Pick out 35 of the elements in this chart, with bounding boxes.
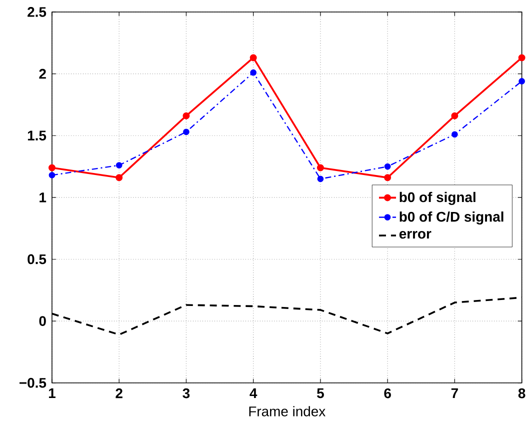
x-tick-label: 1 xyxy=(48,388,56,398)
point xyxy=(250,54,257,62)
point xyxy=(452,131,458,138)
x-tick-label: 5 xyxy=(317,388,324,398)
point xyxy=(451,112,458,120)
point xyxy=(384,174,392,182)
legend-label: error xyxy=(399,231,432,239)
point xyxy=(48,164,56,172)
y-tick-label: 1 xyxy=(40,192,46,202)
legend-label: b0 of signal xyxy=(400,192,476,206)
y-tick-label: −0.5 xyxy=(20,378,46,388)
x-tick-label: 7 xyxy=(451,388,458,398)
x-tick-label: 4 xyxy=(250,388,258,398)
point xyxy=(183,128,190,136)
point xyxy=(116,162,122,169)
legend-label: b0 of C/D signal xyxy=(400,212,504,225)
point xyxy=(250,69,257,76)
point xyxy=(317,176,324,182)
y-tick-label: 2.5 xyxy=(28,7,46,18)
y-tick-label: 1.5 xyxy=(28,130,46,141)
point xyxy=(518,78,525,84)
point xyxy=(518,54,526,62)
x-tick-label: 3 xyxy=(182,388,190,398)
x-tick-label: 6 xyxy=(384,388,391,398)
point xyxy=(116,174,123,182)
point xyxy=(182,112,190,120)
x-axis-title: Frame index xyxy=(249,406,326,416)
point xyxy=(316,164,324,172)
point xyxy=(48,172,56,178)
y-tick-label: 2 xyxy=(39,69,46,79)
y-tick-label: 0.5 xyxy=(28,254,46,264)
y-tick-label: 0 xyxy=(39,316,46,326)
x-tick-label: 2 xyxy=(116,388,122,398)
x-tick-label: 8 xyxy=(518,388,526,398)
point xyxy=(384,163,391,170)
